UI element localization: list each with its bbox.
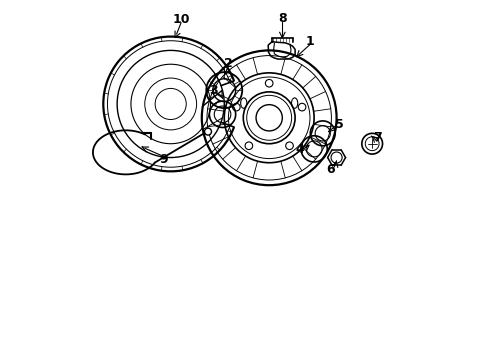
Text: 9: 9 — [159, 153, 168, 166]
Text: 6: 6 — [326, 163, 335, 176]
Text: 3: 3 — [209, 84, 218, 97]
Circle shape — [204, 128, 212, 135]
Text: 5: 5 — [335, 117, 343, 131]
Text: 8: 8 — [278, 12, 287, 25]
Text: 2: 2 — [224, 57, 233, 70]
Text: 1: 1 — [306, 35, 315, 48]
Text: 4: 4 — [295, 143, 304, 156]
Text: 10: 10 — [172, 13, 190, 26]
Text: 7: 7 — [372, 131, 381, 144]
